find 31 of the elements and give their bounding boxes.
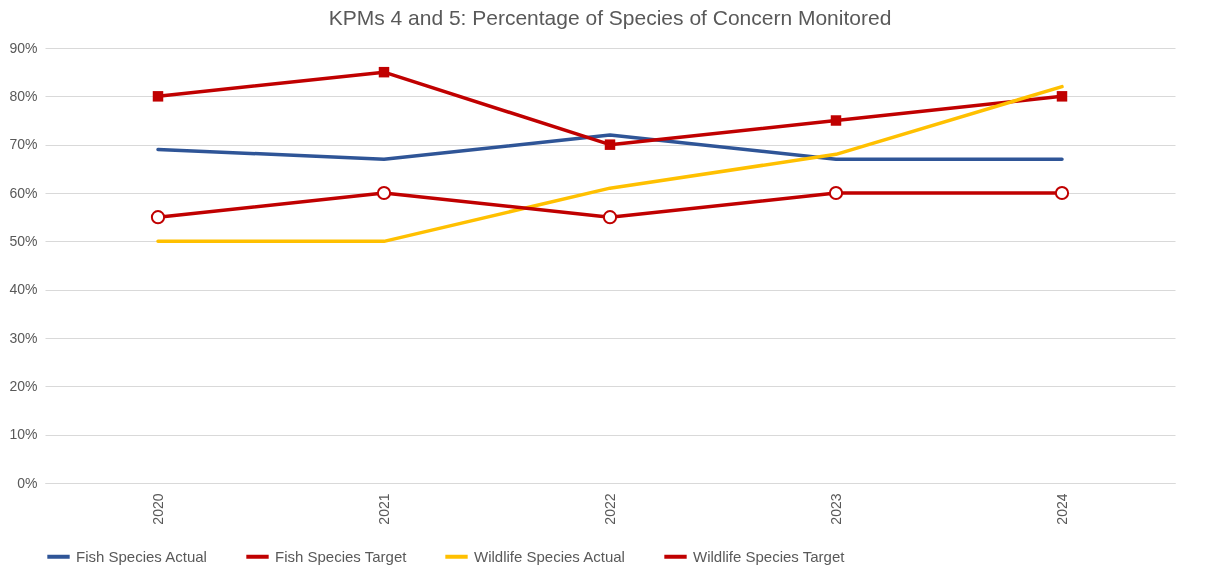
y-tick-label: 60% (9, 184, 38, 201)
x-tick-label: 2021 (375, 493, 392, 525)
y-tick-label: 10% (9, 426, 38, 443)
y-tick-label: 40% (9, 281, 38, 298)
y-tick-label: 50% (9, 232, 38, 249)
y-tick-label: 80% (9, 87, 38, 104)
x-tick-label: 2020 (149, 493, 166, 525)
point (378, 66, 390, 78)
point (152, 91, 164, 102)
point (602, 210, 618, 225)
point (830, 115, 842, 126)
y-tick-label: 90% (9, 39, 38, 56)
y-tick-label: 30% (9, 329, 38, 346)
chart-title: KPMs 4 and 5: Percentage of Species of Concern Monitored (328, 6, 892, 29)
point (150, 210, 166, 225)
y-tick-label: 0% (17, 474, 38, 491)
point (376, 185, 392, 201)
x-tick-label: 2024 (1053, 493, 1070, 525)
x-tick-label: 2022 (601, 493, 618, 525)
point (828, 185, 844, 201)
legend-label: Fish Species Target (275, 547, 408, 565)
x-tick-label: 2023 (827, 493, 844, 525)
legend-label: Fish Species Actual (76, 547, 207, 565)
point (1054, 185, 1070, 201)
point (1056, 91, 1068, 102)
y-tick-label: 20% (9, 377, 38, 394)
legend-label: Wildlife Species Target (693, 547, 846, 565)
y-tick-label: 70% (9, 136, 38, 153)
legend-label: Wildlife Species Actual (474, 547, 625, 565)
line-series (156, 84, 1064, 244)
point (604, 139, 616, 150)
